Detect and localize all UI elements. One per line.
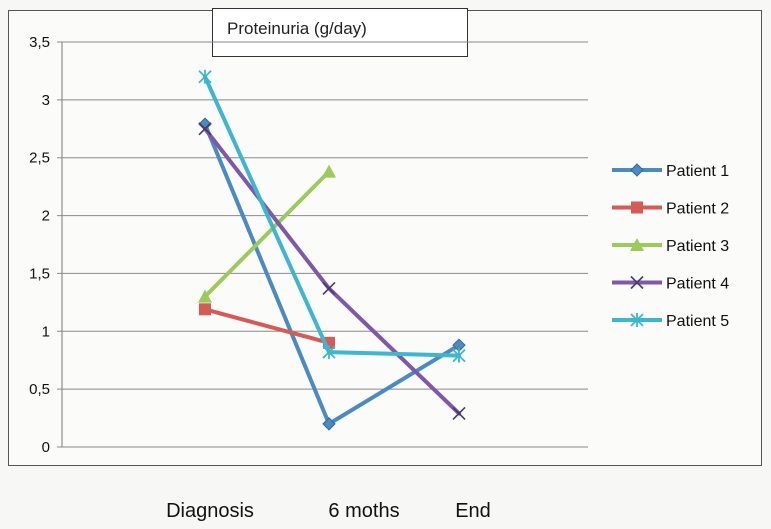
y-tick-label: 2 xyxy=(42,208,50,225)
legend-entry: Patient 2 xyxy=(612,201,729,218)
chart-title: Proteinuria (g/day) xyxy=(212,8,468,57)
legend-entry: Patient 1 xyxy=(612,163,729,180)
y-tick-label: 0,5 xyxy=(29,381,50,398)
y-tick-label: 3 xyxy=(42,92,50,109)
x-marker xyxy=(198,122,212,136)
series-3 xyxy=(198,164,336,303)
diamond-marker xyxy=(322,417,336,431)
y-tick-label: 3,5 xyxy=(29,34,50,51)
legend-entry: Patient 3 xyxy=(612,238,729,255)
square-marker xyxy=(631,201,643,214)
y-tick-label: 1 xyxy=(42,323,50,340)
legend-label: Patient 4 xyxy=(666,276,729,293)
legend-label: Patient 3 xyxy=(666,238,729,255)
legend-entry: Patient 5 xyxy=(612,313,729,330)
triangle-marker xyxy=(322,164,336,178)
legend-label: Patient 2 xyxy=(666,201,729,218)
series-line xyxy=(203,307,331,345)
x-marker xyxy=(630,275,644,290)
series-5 xyxy=(198,69,466,363)
series-line xyxy=(203,169,331,299)
x-marker xyxy=(452,406,466,421)
triangle-marker xyxy=(630,238,644,251)
y-tick-label: 0 xyxy=(42,439,50,456)
y-tick-label: 1,5 xyxy=(29,265,50,282)
x-category-label: End xyxy=(455,500,491,522)
y-tick-label: 2,5 xyxy=(29,150,50,167)
square-marker xyxy=(199,303,211,316)
diamond-marker xyxy=(630,163,644,177)
legend-label: Patient 1 xyxy=(666,163,729,180)
x-marker xyxy=(322,281,336,296)
triangle-marker xyxy=(198,289,212,303)
series-2 xyxy=(199,303,335,349)
legend-entry: Patient 4 xyxy=(612,276,729,293)
series-4 xyxy=(198,122,466,421)
x-category-label: Diagnosis xyxy=(166,500,254,522)
legend-label: Patient 5 xyxy=(666,313,729,330)
x-category-label: 6 moths xyxy=(328,500,399,522)
